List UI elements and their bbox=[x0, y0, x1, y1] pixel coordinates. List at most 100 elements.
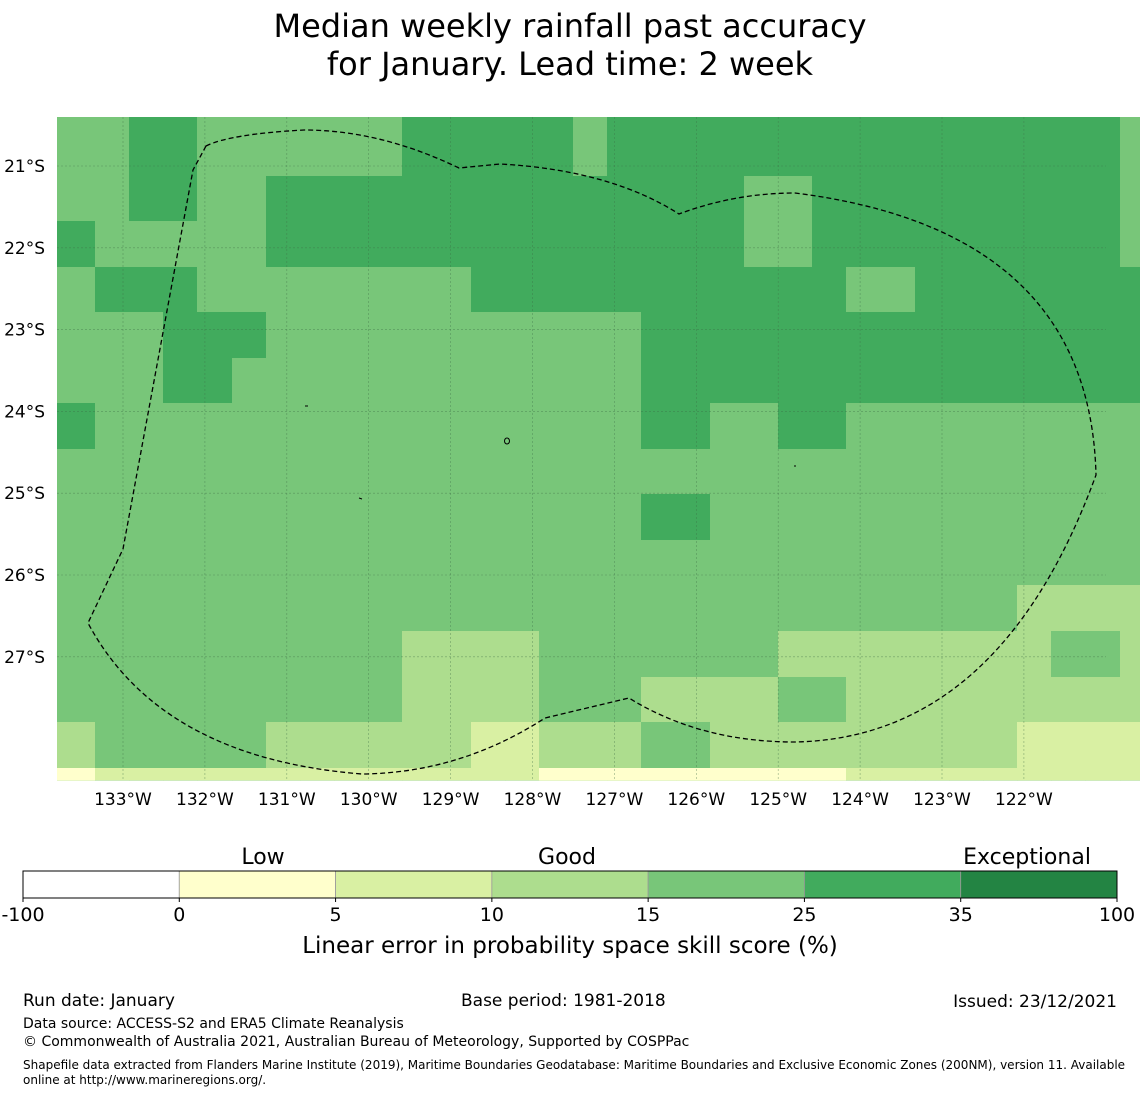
colorbar-segment bbox=[178, 870, 336, 899]
grid-cell bbox=[915, 494, 950, 541]
grid-cell bbox=[573, 494, 608, 541]
grid-cell bbox=[710, 312, 745, 359]
grid-cell bbox=[402, 117, 438, 131]
grid-cell bbox=[607, 130, 642, 177]
grid-cell bbox=[846, 403, 881, 450]
grid-cell bbox=[949, 358, 984, 404]
legend-axis-label: Linear error in probability space skill … bbox=[302, 933, 838, 959]
grid-cell bbox=[949, 768, 984, 780]
grid-cell bbox=[505, 677, 540, 723]
grid-cell bbox=[1120, 312, 1140, 359]
grid-cell bbox=[129, 176, 164, 222]
grid-cell bbox=[676, 722, 711, 769]
grid-cell bbox=[744, 403, 779, 450]
grid-cell bbox=[812, 677, 847, 723]
grid-cell bbox=[232, 494, 267, 541]
grid-cell bbox=[471, 585, 506, 632]
grid-cell bbox=[607, 722, 642, 769]
grid-cell bbox=[983, 312, 1018, 359]
grid-cell bbox=[778, 312, 813, 359]
grid-cell bbox=[1120, 221, 1140, 268]
grid-cell bbox=[437, 117, 472, 131]
grid-cell bbox=[915, 117, 950, 131]
grid-cell bbox=[710, 494, 745, 541]
grid-cell bbox=[949, 540, 984, 586]
grid-cell bbox=[1120, 403, 1140, 450]
legend-label-low: Low bbox=[241, 845, 284, 870]
grid-cell bbox=[402, 312, 438, 359]
grid-cell bbox=[915, 403, 950, 450]
grid-cell bbox=[573, 677, 608, 723]
grid-cell bbox=[402, 358, 438, 404]
grid-cell bbox=[163, 176, 198, 222]
grid-cell bbox=[129, 494, 164, 541]
grid-cell bbox=[300, 312, 335, 359]
grid-cell bbox=[710, 449, 745, 495]
longitude-tick-label: 125°W bbox=[749, 790, 807, 810]
colorbar-tick-label: 5 bbox=[330, 904, 342, 926]
grid-cell bbox=[846, 631, 881, 678]
grid-cell bbox=[676, 631, 711, 678]
copyright: © Commonwealth of Australia 2021, Austra… bbox=[23, 1034, 690, 1050]
grid-cell bbox=[1051, 449, 1086, 495]
grid-cell bbox=[641, 358, 677, 404]
grid-cell bbox=[641, 768, 677, 780]
grid-cell bbox=[915, 130, 950, 177]
grid-cell bbox=[880, 585, 916, 632]
grid-cell bbox=[880, 403, 916, 450]
grid-cell bbox=[471, 631, 506, 678]
grid-cell bbox=[368, 540, 403, 586]
grid-cell bbox=[983, 221, 1018, 268]
grid-cell bbox=[368, 768, 403, 780]
grid-cell bbox=[744, 358, 779, 404]
grid-cell bbox=[437, 540, 472, 586]
grid-cell bbox=[778, 677, 813, 723]
legend-colorbar: -100 0 5 10 15 25 35 100 bbox=[1, 870, 1135, 926]
grid-cell bbox=[1017, 130, 1052, 177]
grid-cell bbox=[1051, 585, 1086, 632]
grid-cell bbox=[641, 494, 677, 541]
longitude-tick-label: 130°W bbox=[340, 790, 398, 810]
grid-cell bbox=[334, 117, 369, 131]
longitude-tick-label: 123°W bbox=[913, 790, 971, 810]
grid-cell bbox=[915, 722, 950, 769]
grid-cell bbox=[471, 677, 506, 723]
grid-cell bbox=[607, 540, 642, 586]
grid-cell bbox=[129, 449, 164, 495]
latitude-tick-label: 22°S bbox=[4, 239, 45, 259]
grid-cell bbox=[1051, 267, 1086, 313]
grid-cell bbox=[300, 358, 335, 404]
grid-cell bbox=[266, 768, 301, 780]
grid-cell bbox=[880, 221, 916, 268]
grid-cell bbox=[197, 677, 233, 723]
grid-cell bbox=[1120, 267, 1140, 313]
grid-cell bbox=[1120, 585, 1140, 632]
grid-cell bbox=[1017, 176, 1052, 222]
grid-cell bbox=[880, 130, 916, 177]
grid-cell bbox=[778, 403, 813, 450]
longitude-tick-label: 133°W bbox=[94, 790, 152, 810]
grid-cell bbox=[710, 540, 745, 586]
grid-cell bbox=[1085, 768, 1121, 780]
grid-cell bbox=[949, 494, 984, 541]
grid-cell bbox=[505, 449, 540, 495]
grid-cell bbox=[983, 631, 1018, 678]
grid-cell bbox=[949, 267, 984, 313]
grid-cell bbox=[232, 358, 267, 404]
grid-cell bbox=[983, 176, 1018, 222]
grid-cell bbox=[880, 267, 916, 313]
grid-cell bbox=[471, 267, 506, 313]
grid-cell bbox=[710, 403, 745, 450]
grid-cell bbox=[915, 585, 950, 632]
grid-cell bbox=[778, 722, 813, 769]
grid-cell bbox=[539, 176, 574, 222]
grid-cell bbox=[471, 449, 506, 495]
grid-cell bbox=[402, 267, 438, 313]
grid-cell bbox=[539, 312, 574, 359]
grid-cell bbox=[95, 176, 130, 222]
grid-cell bbox=[402, 176, 438, 222]
longitude-tick-label: 128°W bbox=[504, 790, 562, 810]
grid-cell bbox=[1051, 130, 1086, 177]
grid-cell bbox=[949, 585, 984, 632]
